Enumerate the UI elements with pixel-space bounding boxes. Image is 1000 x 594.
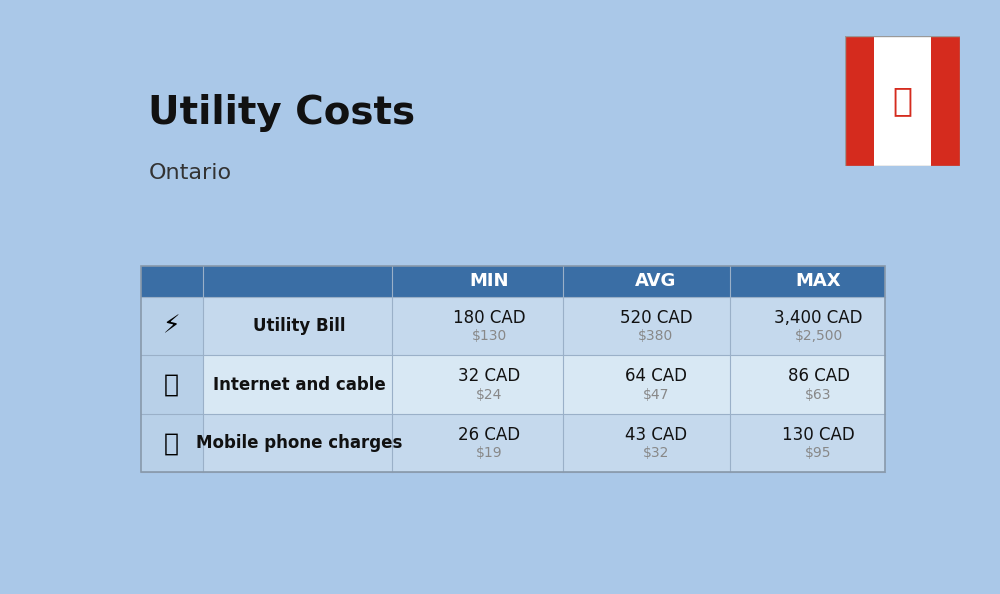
Text: 86 CAD: 86 CAD <box>788 367 850 386</box>
Text: $95: $95 <box>805 446 832 460</box>
FancyBboxPatch shape <box>140 297 202 355</box>
Text: 520 CAD: 520 CAD <box>620 309 692 327</box>
Text: Utility Bill: Utility Bill <box>253 317 346 335</box>
Text: 🍁: 🍁 <box>893 84 912 118</box>
FancyBboxPatch shape <box>845 36 874 166</box>
Text: Mobile phone charges: Mobile phone charges <box>196 434 403 452</box>
FancyBboxPatch shape <box>140 355 202 414</box>
Text: $47: $47 <box>643 388 669 402</box>
FancyBboxPatch shape <box>931 36 960 166</box>
Text: AVG: AVG <box>635 272 677 290</box>
Text: 3,400 CAD: 3,400 CAD <box>774 309 863 327</box>
Text: 180 CAD: 180 CAD <box>453 309 526 327</box>
FancyBboxPatch shape <box>140 297 885 355</box>
Text: 26 CAD: 26 CAD <box>458 426 520 444</box>
Text: Internet and cable: Internet and cable <box>213 375 386 394</box>
Text: $130: $130 <box>472 329 507 343</box>
FancyBboxPatch shape <box>140 414 885 472</box>
Text: 32 CAD: 32 CAD <box>458 367 520 386</box>
Text: $24: $24 <box>476 388 502 402</box>
Text: 📱: 📱 <box>164 431 179 455</box>
Text: 64 CAD: 64 CAD <box>625 367 687 386</box>
Text: 130 CAD: 130 CAD <box>782 426 855 444</box>
Text: MIN: MIN <box>470 272 509 290</box>
Text: ⚡: ⚡ <box>163 314 180 338</box>
Text: Ontario: Ontario <box>148 163 231 183</box>
FancyBboxPatch shape <box>874 36 931 166</box>
Text: $32: $32 <box>643 446 669 460</box>
Text: $2,500: $2,500 <box>794 329 843 343</box>
FancyBboxPatch shape <box>140 355 885 414</box>
Text: $63: $63 <box>805 388 832 402</box>
FancyBboxPatch shape <box>140 266 885 297</box>
Text: MAX: MAX <box>796 272 841 290</box>
Text: 43 CAD: 43 CAD <box>625 426 687 444</box>
Text: Utility Costs: Utility Costs <box>148 94 415 132</box>
Text: $19: $19 <box>476 446 503 460</box>
Text: $380: $380 <box>638 329 674 343</box>
Text: 📶: 📶 <box>164 372 179 397</box>
FancyBboxPatch shape <box>140 414 202 472</box>
